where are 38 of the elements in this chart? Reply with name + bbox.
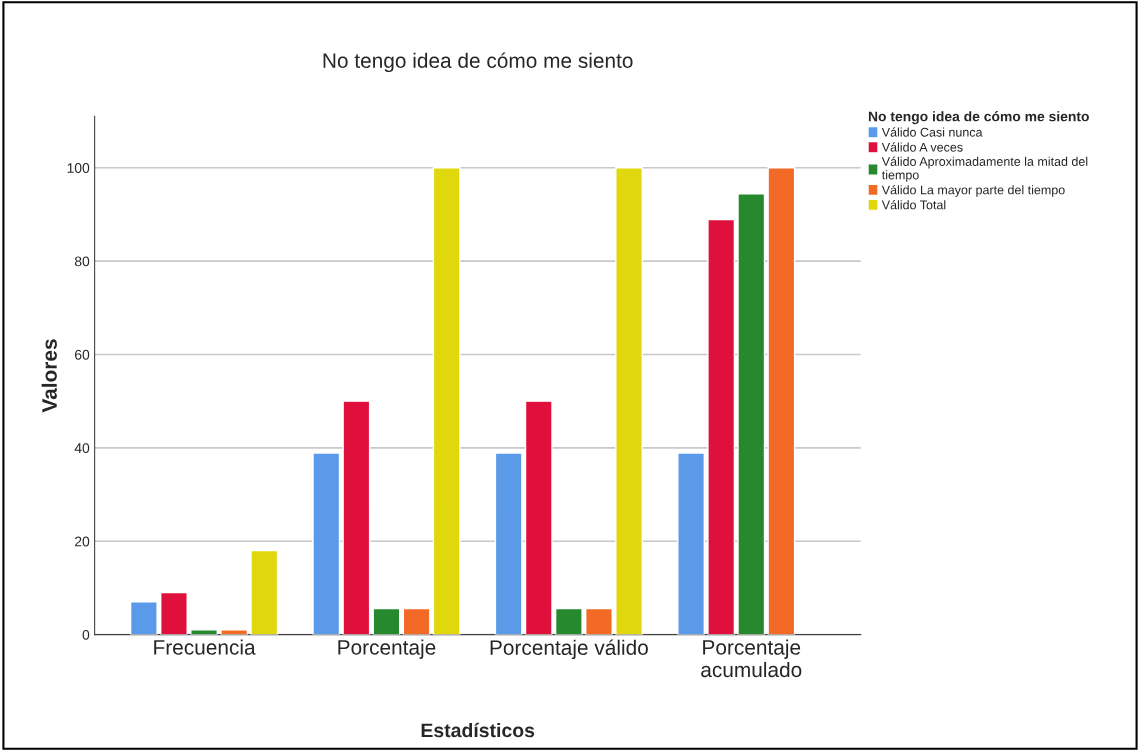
legend-label: Válido La mayor parte del tiempo	[881, 185, 1065, 197]
y-tick-label: 40	[74, 443, 90, 454]
bar	[524, 400, 553, 635]
legend-label: Válido A veces	[881, 142, 963, 152]
bar	[342, 400, 371, 635]
bar	[767, 167, 796, 635]
legend-label: Válido Aproximadamente la mitad del tiempo	[881, 156, 1088, 182]
bar	[250, 549, 279, 635]
bar	[220, 629, 249, 635]
y-tick-label: 20	[75, 536, 90, 547]
bar	[160, 591, 188, 635]
y-tick-label: 60	[75, 349, 90, 360]
bar	[554, 607, 583, 635]
bar	[312, 452, 341, 635]
x-axis-title: Estadísticos	[421, 722, 535, 738]
legend-label: Válido Casi nunca	[881, 127, 983, 137]
x-tick-label: Frecuencia	[154, 639, 256, 655]
bar	[494, 452, 523, 635]
y-tick-label: 100	[67, 163, 90, 173]
bar	[432, 167, 461, 635]
y-tick-label: 80	[74, 256, 90, 267]
x-tick-label: Porcentaje	[338, 639, 436, 659]
bar	[737, 193, 766, 635]
bar	[707, 218, 736, 635]
bar	[615, 167, 643, 635]
bar	[190, 629, 218, 635]
bar	[402, 607, 431, 635]
x-tick-label: Porcentaje acumulado	[701, 639, 802, 678]
bar	[677, 452, 706, 635]
bar	[585, 607, 613, 635]
x-tick-label: Porcentaje válido	[490, 639, 648, 660]
legend-label: Válido Total	[881, 200, 946, 210]
bar	[372, 607, 401, 635]
chart-title: No tengo idea de cómo me siento	[323, 52, 633, 73]
y-tick-label: 0	[82, 629, 90, 640]
y-axis-title: Valores	[41, 339, 57, 413]
legend-title: No tengo idea de cómo me siento	[868, 111, 1089, 125]
bar	[129, 601, 158, 635]
